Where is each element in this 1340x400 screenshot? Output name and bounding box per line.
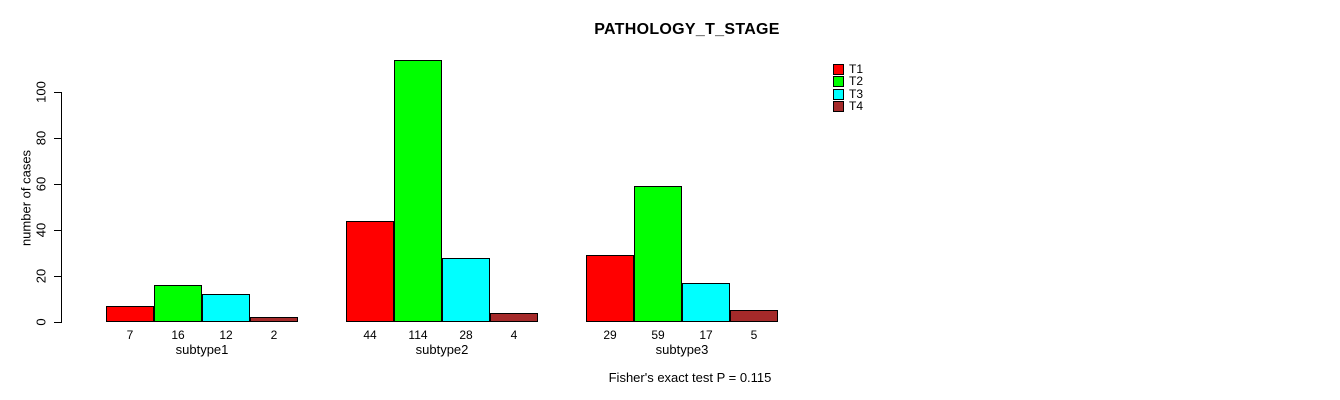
bar-value-label: 59 [651, 328, 665, 342]
bar-t2-subtype3 [634, 186, 682, 322]
legend-label-t4: T4 [849, 99, 864, 113]
y-axis-line [61, 92, 62, 323]
legend-swatch-t1 [833, 64, 844, 75]
bar-value-label: 44 [363, 328, 377, 342]
bar-value-label: 29 [603, 328, 617, 342]
bar-t4-subtype1 [250, 317, 298, 322]
y-axis-tick [54, 92, 61, 93]
chart-title: PATHOLOGY_T_STAGE [594, 21, 780, 38]
bar-t3-subtype3 [682, 283, 730, 322]
legend-label-t1: T1 [849, 62, 864, 76]
y-axis-tick [54, 138, 61, 139]
x-category-label: subtype3 [655, 342, 709, 357]
bar-t4-subtype3 [730, 310, 778, 322]
bar-t2-subtype2 [394, 60, 442, 322]
x-category-label: subtype2 [415, 342, 469, 357]
bar-value-label: 16 [171, 328, 185, 342]
x-category-label: subtype1 [175, 342, 229, 357]
bar-t3-subtype2 [442, 258, 490, 322]
bar-value-label: 17 [699, 328, 713, 342]
bar-value-label: 28 [459, 328, 473, 342]
bar-value-label: 7 [126, 328, 134, 342]
bar-t1-subtype3 [586, 255, 634, 322]
legend-swatch-t4 [833, 101, 844, 112]
bar-t3-subtype1 [202, 294, 250, 322]
bar-t2-subtype1 [154, 285, 202, 322]
legend-swatch-t3 [833, 89, 844, 100]
y-axis-tick [54, 276, 61, 277]
bar-value-label: 2 [270, 328, 278, 342]
y-axis-tick [54, 230, 61, 231]
bar-t4-subtype2 [490, 313, 538, 322]
y-axis-tick [54, 184, 61, 185]
bar-value-label: 4 [510, 328, 518, 342]
legend-label-t2: T2 [849, 74, 864, 88]
y-axis-tick [54, 322, 61, 323]
bar-value-label: 12 [219, 328, 233, 342]
bar-t1-subtype2 [346, 221, 394, 322]
annotation-text: Fisher's exact test P = 0.115 [608, 370, 772, 385]
bar-value-label: 114 [408, 328, 428, 342]
legend-label-t3: T3 [849, 87, 864, 101]
bar-t1-subtype1 [106, 306, 154, 322]
bar-value-label: 5 [750, 328, 758, 342]
legend-swatch-t2 [833, 76, 844, 87]
